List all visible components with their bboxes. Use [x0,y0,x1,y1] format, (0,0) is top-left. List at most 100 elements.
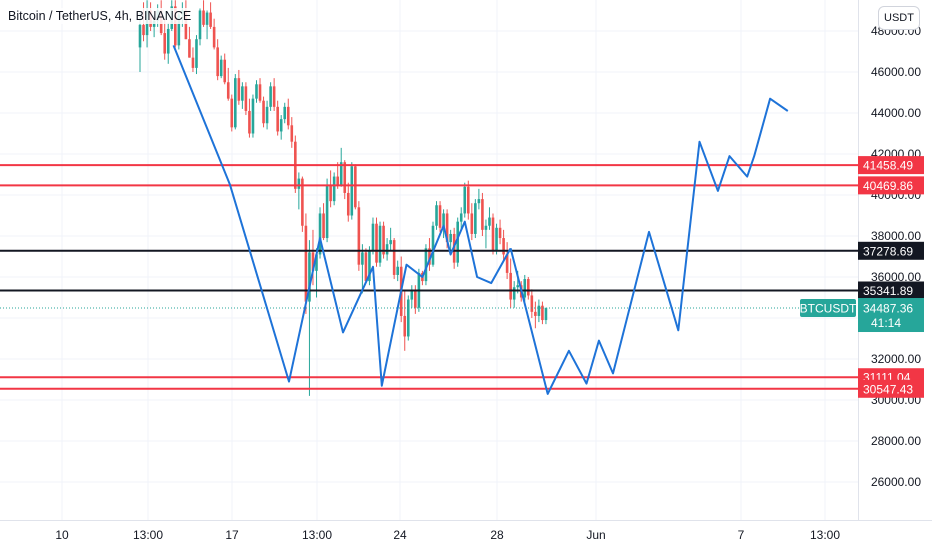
level-price-label: 37278.69 [863,244,913,258]
price-badges: 41458.4940469.8637278.6935341.8931111.04… [800,156,924,398]
y-tick-label: 36000.00 [871,270,921,284]
level-price-label: 41458.49 [863,159,913,173]
candle-body [216,47,219,77]
candle-body [315,254,318,271]
candle-body [258,84,262,101]
y-tick-label: 32000.00 [871,352,921,366]
x-tick-label: 13:00 [810,528,840,542]
candle-body [219,59,223,77]
candle-body [484,225,488,230]
candle-body [301,178,304,226]
candle-body [304,225,308,302]
candle-body [163,33,167,54]
candle-body [541,305,544,321]
candle-body [272,86,276,107]
y-tick-label: 26000.00 [871,475,921,489]
level-price-badge [858,281,924,300]
x-tick-label: 13:00 [133,528,163,542]
candle-body [205,12,209,25]
candle-body [470,213,474,234]
candle-body [488,217,491,226]
candle-body [195,39,198,68]
candle-body [371,223,375,251]
candle-body [530,295,534,312]
candle-body [481,199,484,230]
candle-body [544,307,548,321]
candle-body [491,217,495,251]
price-axis-background [858,0,932,550]
candle-body [166,28,170,54]
candle-body [406,299,410,337]
candle-body [527,279,530,296]
candle-body [248,110,251,134]
candlesticks [138,0,548,396]
candle-body [509,272,512,300]
y-tick-label: 46000.00 [871,65,921,79]
candle-body [336,176,339,185]
candle-body [226,82,230,99]
candle-body [442,213,445,228]
candle-body [202,10,205,25]
candle-body [449,233,452,243]
candle-body [332,176,336,202]
candle-body [142,24,145,36]
chart-title: Bitcoin / TetherUS, 4h, BINANCE [6,8,194,24]
time-axis[interactable]: 10 13:00 17 13:00 24 28 Jun 7 13:00 [0,520,932,550]
candle-body [410,291,414,300]
x-tick-label: 24 [393,528,407,542]
y-tick-label: 44000.00 [871,106,921,120]
candle-body [265,106,269,124]
candle-body [396,266,399,275]
candle-body [495,227,498,251]
candle-body [191,57,195,68]
candle-body [279,119,283,132]
candle-body [343,162,347,193]
candle-body [251,98,255,134]
candle-body [286,106,290,126]
candle-body [378,225,382,263]
candle-body [463,186,467,214]
candle-body [223,59,227,83]
candle-body [357,207,361,265]
candle-body [375,223,378,263]
candle-body [276,106,279,132]
candle-body [534,311,537,316]
candle-body [368,250,371,282]
candle-body [255,84,258,99]
candle-body [523,279,527,298]
candle-body [311,252,315,271]
y-tick-label: 38000.00 [871,229,921,243]
current-price-label: 34487.36 [863,302,913,316]
x-tick-label: 28 [490,528,504,542]
candle-body [385,244,389,255]
candle-body [346,192,350,216]
level-price-badge [858,241,924,260]
x-tick-label: 10 [55,528,69,542]
candle-body [322,213,325,239]
candle-body [350,166,354,216]
candle-body [354,166,357,208]
chart-grid [0,0,858,520]
candle-body [198,10,202,40]
candle-body [297,178,301,189]
candle-body [431,225,435,265]
candle-body [438,205,442,228]
candle-body [389,240,392,245]
candle-body [339,162,343,185]
candle-body [212,26,216,48]
price-axis[interactable]: 48000.0046000.0044000.0042000.0040000.00… [858,0,932,550]
candle-body [459,213,463,222]
current-price-badge [858,298,924,333]
candle-body [269,86,272,107]
currency-button[interactable]: USDT [878,6,920,30]
candle-body [209,12,212,27]
level-price-badge [858,176,924,195]
level-price-label: 30547.43 [863,382,913,396]
candle-body [512,287,516,300]
candle-body [244,86,248,111]
y-tick-label: 28000.00 [871,434,921,448]
candle-body [230,98,234,128]
level-price-badge [858,156,924,175]
x-tick-label: Jun [586,528,605,542]
